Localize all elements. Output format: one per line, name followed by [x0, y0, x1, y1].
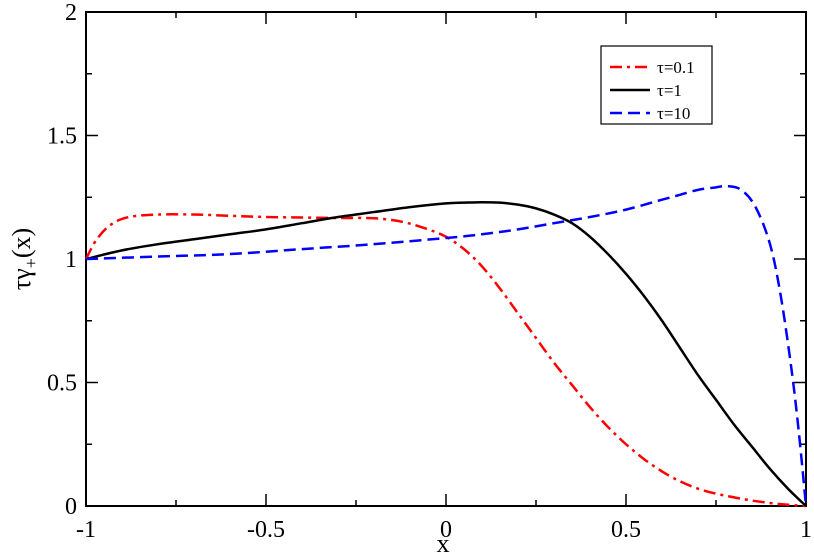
series-line-tau-10 [85, 184, 808, 507]
y-axis-title-arg: (x) [7, 228, 36, 258]
legend: τ=0.1 τ=1 τ=10 [600, 45, 713, 125]
x-tick-label: -1 [76, 517, 96, 543]
x-tick-label: 0 [440, 517, 452, 543]
x-tick-label: 1 [800, 517, 812, 543]
y-tick-label: 2 [65, 0, 77, 26]
y-tick-label: 0 [65, 494, 77, 520]
y-axis-title-main: τγ [7, 268, 36, 290]
series-line-tau-1 [85, 200, 807, 507]
legend-box [600, 45, 713, 125]
y-tick-label: 1.5 [47, 124, 77, 150]
series-line-tau-0-1 [84, 213, 807, 508]
x-tick-label: 0.5 [611, 517, 641, 543]
y-tick-label: 1 [65, 247, 77, 273]
y-tick-label: 0.5 [47, 371, 77, 397]
x-tick-label: -0.5 [247, 517, 285, 543]
y-axis-title: τγ+(x) [7, 228, 41, 290]
axis-ticks: -1 -0.5 0 0.5 1 0 0.5 1 1.5 2 [47, 0, 812, 543]
y-axis-title-sub: + [21, 258, 41, 268]
legend-label-tau-10: τ=10 [657, 104, 690, 123]
legend-label-tau-0-1: τ=0.1 [657, 58, 695, 77]
x-axis-title: x [437, 529, 450, 557]
series-layer [84, 184, 808, 508]
legend-label-tau-1: τ=1 [657, 81, 682, 100]
